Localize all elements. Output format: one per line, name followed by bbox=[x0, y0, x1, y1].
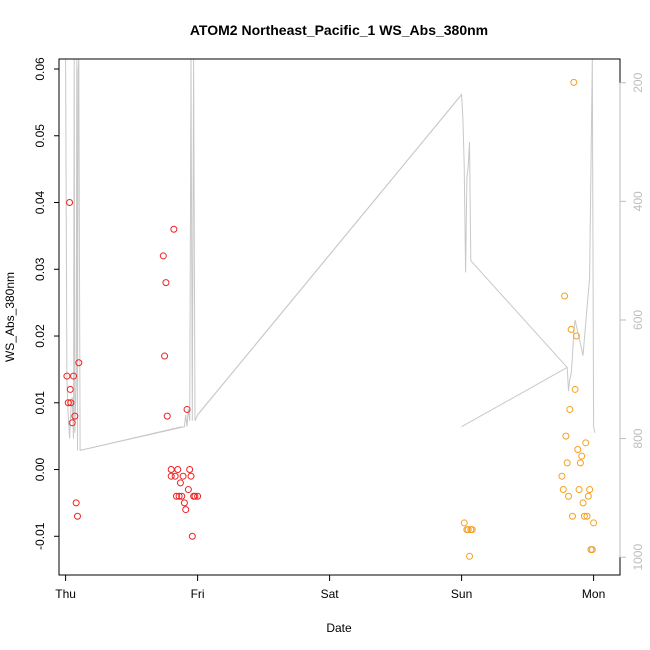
data-point-series2 bbox=[562, 432, 570, 440]
data-point-series1 bbox=[191, 492, 199, 500]
right-tick-label: 400 bbox=[631, 191, 645, 211]
data-point-series2 bbox=[468, 526, 476, 534]
data-point-series1 bbox=[188, 532, 196, 540]
data-point-series1 bbox=[167, 472, 175, 480]
data-point-series1 bbox=[72, 499, 80, 507]
data-point-series2 bbox=[578, 452, 586, 460]
data-point-series1 bbox=[70, 372, 78, 380]
data-point-series1 bbox=[63, 372, 71, 380]
data-point-series1 bbox=[180, 499, 188, 507]
x-tick-label: Mon bbox=[582, 587, 605, 601]
data-point-series2 bbox=[588, 546, 596, 554]
data-point-series1 bbox=[178, 492, 186, 500]
x-tick-label: Sat bbox=[321, 587, 340, 601]
data-point-series2 bbox=[582, 439, 590, 447]
data-point-series1 bbox=[174, 466, 182, 474]
altitude-connector-0 bbox=[80, 426, 182, 451]
data-point-series1 bbox=[172, 492, 180, 500]
data-point-series1 bbox=[167, 466, 175, 474]
data-point-series1 bbox=[159, 252, 167, 260]
data-point-series2 bbox=[567, 325, 575, 333]
data-point-series2 bbox=[580, 512, 588, 520]
data-point-series1 bbox=[184, 486, 192, 494]
right-tick-label: 800 bbox=[631, 428, 645, 448]
data-point-series2 bbox=[586, 486, 594, 494]
data-point-series1 bbox=[73, 512, 81, 520]
y-tick-label: 0.02 bbox=[33, 324, 47, 348]
data-point-series1 bbox=[183, 405, 191, 413]
data-point-series1 bbox=[68, 419, 76, 427]
data-point-series1 bbox=[66, 199, 74, 207]
x-tick-label: Sun bbox=[451, 587, 472, 601]
y-tick-label: 0.01 bbox=[33, 391, 47, 415]
data-point-series2 bbox=[574, 446, 582, 454]
altitude-connector-1 bbox=[197, 94, 462, 416]
data-point-series2 bbox=[466, 552, 474, 560]
data-point-series1 bbox=[162, 279, 170, 287]
data-point-series2 bbox=[570, 78, 578, 86]
data-point-series1 bbox=[170, 225, 178, 233]
data-point-series2 bbox=[590, 519, 598, 527]
data-point-series2 bbox=[568, 512, 576, 520]
data-point-series2 bbox=[464, 526, 472, 534]
data-point-series2 bbox=[561, 292, 569, 300]
data-point-series1 bbox=[171, 472, 179, 480]
right-tick-label: 1000 bbox=[631, 544, 645, 571]
data-point-series2 bbox=[565, 492, 573, 500]
data-point-series2 bbox=[566, 405, 574, 413]
data-point-series2 bbox=[572, 332, 580, 340]
x-tick-label: Fri bbox=[191, 587, 205, 601]
right-tick-label: 600 bbox=[631, 310, 645, 330]
data-point-series2 bbox=[575, 486, 583, 494]
data-point-series1 bbox=[182, 506, 190, 514]
data-point-series1 bbox=[176, 479, 184, 487]
y-tick-label: -0.01 bbox=[33, 522, 47, 550]
plot-layer bbox=[63, 59, 598, 560]
data-point-series1 bbox=[161, 352, 169, 360]
y-axis-label: WS_Abs_380nm bbox=[3, 272, 17, 362]
data-point-series2 bbox=[583, 512, 591, 520]
y-tick-label: 0.05 bbox=[33, 124, 47, 148]
data-point-series2 bbox=[559, 486, 567, 494]
x-tick-label: Thu bbox=[55, 587, 76, 601]
data-point-series1 bbox=[71, 412, 79, 420]
right-tick-label: 200 bbox=[631, 72, 645, 92]
data-point-series1 bbox=[64, 399, 72, 407]
plot-frame bbox=[58, 58, 621, 576]
y-tick-label: 0.04 bbox=[33, 191, 47, 215]
data-point-series2 bbox=[558, 472, 566, 480]
y-tick-label: 0.03 bbox=[33, 257, 47, 281]
altitude-connector-2 bbox=[461, 366, 568, 428]
data-point-series1 bbox=[194, 492, 202, 500]
data-point-series1 bbox=[163, 412, 171, 420]
data-point-series2 bbox=[576, 459, 584, 467]
data-point-series2 bbox=[460, 519, 468, 527]
data-point-series1 bbox=[186, 466, 194, 474]
data-point-series2 bbox=[584, 492, 592, 500]
data-point-series1 bbox=[187, 472, 195, 480]
data-point-series1 bbox=[179, 472, 187, 480]
data-point-series2 bbox=[579, 499, 587, 507]
data-point-series1 bbox=[175, 492, 183, 500]
data-point-series1 bbox=[66, 385, 74, 393]
data-point-series2 bbox=[563, 459, 571, 467]
altitude-trace-line bbox=[65, 59, 596, 452]
data-point-series1 bbox=[67, 399, 75, 407]
y-tick-label: 0.00 bbox=[33, 458, 47, 482]
x-axis-label: Date bbox=[326, 621, 352, 635]
data-point-series1 bbox=[75, 359, 83, 367]
chart-title: ATOM2 Northeast_Pacific_1 WS_Abs_380nm bbox=[190, 22, 488, 38]
data-point-series2 bbox=[571, 385, 579, 393]
y-tick-label: 0.06 bbox=[33, 57, 47, 81]
